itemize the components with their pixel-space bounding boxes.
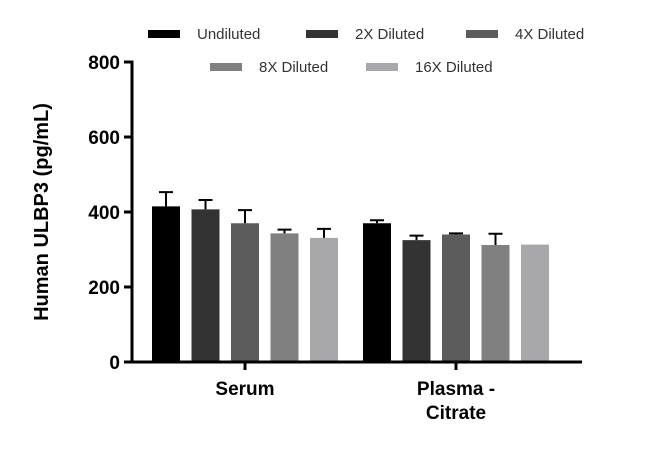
bar: [402, 240, 431, 362]
x-category-label: Plasma -Citrate: [417, 379, 495, 424]
axes: 0 200 400 600 800 Serum Plasma -Citrate: [88, 53, 582, 424]
legend-swatch: [148, 30, 180, 38]
bars: [152, 191, 549, 362]
bar: [481, 245, 510, 362]
bar: [152, 206, 180, 362]
bar: [521, 244, 549, 362]
bar: [363, 223, 391, 362]
y-tick-label: 0: [109, 353, 120, 374]
y-tick-label: 200: [88, 278, 120, 299]
bar: [310, 237, 338, 362]
x-ticks: Serum Plasma -Citrate: [215, 362, 495, 424]
y-tick-label: 600: [88, 128, 120, 149]
legend-label: 2X Diluted: [355, 26, 424, 43]
bar: [191, 209, 220, 362]
legend-label: 16X Diluted: [415, 59, 493, 76]
legend-swatch: [466, 30, 498, 38]
legend-label: Undiluted: [197, 26, 260, 43]
legend: Undiluted 2X Diluted 4X Diluted 8X Diluted 1…: [148, 26, 584, 76]
x-category-label: Serum: [215, 379, 274, 400]
bar: [270, 233, 299, 362]
y-axis-title: Human ULBP3 (pg/mL): [31, 103, 53, 321]
bar: [442, 234, 470, 362]
y-ticks: 0 200 400 600 800: [88, 53, 132, 374]
y-tick-label: 400: [88, 203, 120, 224]
legend-swatch: [210, 63, 242, 71]
y-tick-label: 800: [88, 53, 120, 74]
legend-label: 4X Diluted: [515, 26, 584, 43]
bar: [231, 223, 259, 362]
legend-swatch: [306, 30, 338, 38]
legend-swatch: [366, 63, 398, 71]
legend-label: 8X Diluted: [259, 59, 328, 76]
